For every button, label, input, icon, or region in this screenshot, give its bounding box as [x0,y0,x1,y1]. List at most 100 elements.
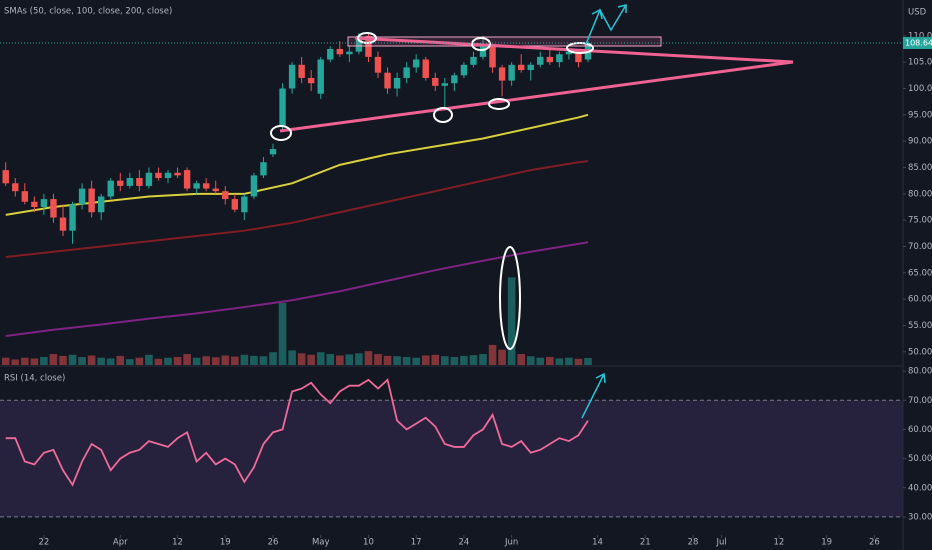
sma-line [5,113,589,216]
volume-bar [421,355,430,365]
y-tick-label: 30.00 [908,512,932,522]
main-legend: SMAs (50, close, 100, close, 200, close) [4,7,172,17]
x-tick-label: 21 [640,538,651,548]
candle-body [59,217,67,231]
volume-bar [460,355,468,365]
volume-bar [326,354,335,365]
volume-bar [78,356,86,365]
x-tick-label: Jul [716,538,727,548]
volume-bar [374,354,382,365]
candle-body [556,54,563,63]
y-tick-label: 80.00 [908,367,932,377]
volume-bar [584,358,592,365]
volume-bar [183,354,191,365]
candle-body [183,170,191,189]
volume-bar [393,356,401,365]
candle-body [374,56,382,73]
last-price-tag [903,36,932,49]
candle-body [288,64,296,89]
candle-body [2,170,9,184]
candle-body [575,51,582,63]
candle-body [260,162,267,176]
candle-body [317,59,324,94]
volume-bar [297,353,306,365]
candle-body [69,204,76,231]
volume-bar [364,351,373,365]
circle-marker [471,37,491,51]
candle-body [40,199,48,207]
x-tick-label: 19 [220,538,231,548]
candle-body [412,59,420,68]
rsi-legend: RSI (14, close) [4,374,65,384]
volume-bar [40,356,48,365]
candle-body [307,77,315,84]
volume-bar [536,357,545,365]
volume-bar [211,357,220,365]
candle-body [250,175,258,197]
volume-bar [30,358,39,365]
candle-body [145,172,153,186]
candle-body [12,183,19,192]
candle-body [441,83,449,86]
volume-bar [202,356,210,365]
volume-bar [11,359,20,365]
candle-body [231,199,239,210]
candle-body [193,183,200,189]
candle-body [269,149,277,155]
x-tick-label: 19 [821,538,832,548]
x-tick-label: 26 [869,538,880,548]
candle-body [336,48,344,55]
y-tick-label: 70.00 [908,396,932,406]
volume-bar [546,356,554,365]
volume-bar [488,344,497,365]
rsi-arrow [581,373,605,419]
x-tick-label: 14 [592,538,603,548]
trend-upper [354,36,794,64]
sma-line [5,160,589,259]
candle-body [470,56,477,65]
volume-highlight [499,246,521,350]
volume-bar [355,353,363,365]
volume-bar [278,302,287,365]
x-tick-label: 22 [38,538,49,548]
volume-bar [479,354,487,365]
candle-body [298,64,305,78]
candle-body [126,178,134,186]
candle-body [78,188,86,205]
volume-bar [164,357,172,365]
circle-marker [433,107,453,123]
candle-body [403,67,410,78]
candle-body [451,75,458,84]
volume-bar [431,354,440,365]
volume-bar [269,352,277,365]
candle-body [21,191,29,202]
candle-body [384,72,391,89]
volume-bar [450,356,459,365]
sma-line [5,241,589,338]
candle-body [164,172,172,179]
currency-label: USD [908,8,927,18]
volume-bar [517,354,525,365]
y-tick-label: 105.00 [908,58,932,68]
volume-bar [526,356,535,365]
x-tick-label: 12 [172,538,183,548]
volume-bar [154,358,163,365]
candle-body [97,196,105,213]
candle-body [241,196,248,213]
candle-body [222,191,229,200]
y-tick-label: 80.00 [908,189,932,199]
arrow-head [617,4,627,13]
volume-bar [240,354,249,365]
candle-body [393,77,401,89]
y-tick-label: 70.00 [908,242,932,252]
x-tick-label: May [312,538,330,548]
volume-bar [555,358,564,365]
drawings [270,4,794,419]
volume-bar [145,354,153,365]
volume-bar [259,356,268,365]
candle-body [279,88,286,126]
volume-bar [574,358,583,365]
candle-body [355,35,363,52]
y-tick-label: 95.00 [908,110,932,120]
